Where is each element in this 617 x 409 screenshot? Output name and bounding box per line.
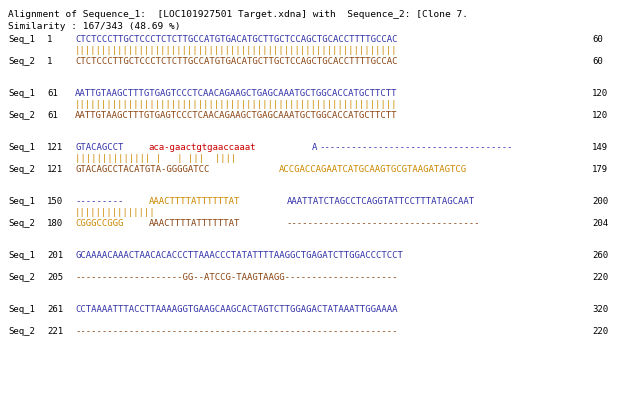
Text: 180: 180 (47, 219, 63, 228)
Text: Seq_1: Seq_1 (8, 89, 35, 98)
Text: Seq_2: Seq_2 (8, 57, 35, 66)
Text: Seq_1: Seq_1 (8, 251, 35, 260)
Text: Seq_2: Seq_2 (8, 111, 35, 120)
Text: 261: 261 (47, 305, 63, 314)
Text: 149: 149 (592, 143, 608, 152)
Text: AAACTTTTATTTTTTAT: AAACTTTTATTTTTTAT (148, 197, 240, 206)
Text: AAACTTTTATTTTTTAT: AAACTTTTATTTTTTAT (148, 219, 240, 228)
Text: GTACAGCCTACATGTA-GGGGATCC: GTACAGCCTACATGTA-GGGGATCC (75, 165, 209, 174)
Text: 120: 120 (592, 89, 608, 98)
Text: 205: 205 (47, 273, 63, 282)
Text: 61: 61 (47, 111, 58, 120)
Text: Alignment of Sequence_1:  [LOC101927501 Target.xdna] with  Sequence_2: [Clone 7.: Alignment of Sequence_1: [LOC101927501 T… (8, 10, 468, 19)
Text: CTCTCCCTTGCTCCCTCTCTTGCCATGTGACATGCTTGCTCCAGCTGCACCTTTTGCCAC: CTCTCCCTTGCTCCCTCTCTTGCCATGTGACATGCTTGCT… (75, 57, 397, 66)
Text: AATTGTAAGCTTTGTGAGTCCCTCAACAGAAGCTGAGCAAATGCTGGCACCATGCTTCTT: AATTGTAAGCTTTGTGAGTCCCTCAACAGAAGCTGAGCAA… (75, 111, 397, 120)
Text: GTACAGCCT: GTACAGCCT (75, 143, 123, 152)
Text: Seq_1: Seq_1 (8, 35, 35, 44)
Text: --------------------GG--ATCCG-TAAGTAAGG---------------------: --------------------GG--ATCCG-TAAGTAAGG-… (75, 273, 397, 282)
Text: AAATTATCTAGCCTCAGGTATTCCTTTATAGCAAT: AAATTATCTAGCCTCAGGTATTCCTTTATAGCAAT (287, 197, 475, 206)
Text: CGGGCCGGG: CGGGCCGGG (75, 219, 123, 228)
Text: Seq_2: Seq_2 (8, 273, 35, 282)
Text: 179: 179 (592, 165, 608, 174)
Text: 121: 121 (47, 143, 63, 152)
Text: A: A (312, 143, 317, 152)
Text: Seq_1: Seq_1 (8, 305, 35, 314)
Text: Seq_1: Seq_1 (8, 197, 35, 206)
Text: |||||||||||||||: ||||||||||||||| (75, 208, 155, 217)
Text: Similarity : 167/343 (48.69 %): Similarity : 167/343 (48.69 %) (8, 22, 181, 31)
Text: ------------------------------------: ------------------------------------ (320, 143, 513, 152)
Text: 260: 260 (592, 251, 608, 260)
Text: ACCGACCAGAATCATGCAAGTGCGTAAGATAGTCG: ACCGACCAGAATCATGCAAGTGCGTAAGATAGTCG (279, 165, 467, 174)
Text: 201: 201 (47, 251, 63, 260)
Text: GCAAAACAAACTAACACACCCTTAAACCCTATATTTTAAGGCTGAGATCTTGGACCCTCCT: GCAAAACAAACTAACACACCCTTAAACCCTATATTTTAAG… (75, 251, 403, 260)
Text: 1: 1 (47, 57, 52, 66)
Text: 121: 121 (47, 165, 63, 174)
Text: CCTAAAATTTACCTTAAAAGGTGAAGCAAGCACTAGTCTTGGAGACTATAAATTGGAAAA: CCTAAAATTTACCTTAAAAGGTGAAGCAAGCACTAGTCTT… (75, 305, 397, 314)
Text: 220: 220 (592, 327, 608, 336)
Text: ------------------------------------------------------------: ----------------------------------------… (75, 327, 397, 336)
Text: Seq_1: Seq_1 (8, 143, 35, 152)
Text: Seq_2: Seq_2 (8, 219, 35, 228)
Text: 60: 60 (592, 57, 603, 66)
Text: ||||||||||||||||||||||||||||||||||||||||||||||||||||||||||||: ||||||||||||||||||||||||||||||||||||||||… (75, 100, 397, 109)
Text: 220: 220 (592, 273, 608, 282)
Text: 61: 61 (47, 89, 58, 98)
Text: ||||||||||||||||||||||||||||||||||||||||||||||||||||||||||||: ||||||||||||||||||||||||||||||||||||||||… (75, 46, 397, 55)
Text: 221: 221 (47, 327, 63, 336)
Text: 60: 60 (592, 35, 603, 44)
Text: 1: 1 (47, 35, 52, 44)
Text: 120: 120 (592, 111, 608, 120)
Text: 200: 200 (592, 197, 608, 206)
Text: ------------------------------------: ------------------------------------ (287, 219, 481, 228)
Text: 150: 150 (47, 197, 63, 206)
Text: 320: 320 (592, 305, 608, 314)
Text: 204: 204 (592, 219, 608, 228)
Text: ---------: --------- (75, 197, 123, 206)
Text: Seq_2: Seq_2 (8, 165, 35, 174)
Text: |||||||||||||| |   | |||  ||||: |||||||||||||| | | ||| |||| (75, 154, 236, 163)
Text: Seq_2: Seq_2 (8, 327, 35, 336)
Text: AATTGTAAGCTTTGTGAGTCCCTCAACAGAAGCTGAGCAAATGCTGGCACCATGCTTCTT: AATTGTAAGCTTTGTGAGTCCCTCAACAGAAGCTGAGCAA… (75, 89, 397, 98)
Text: aca-gaactgtgaaccaaat: aca-gaactgtgaaccaaat (148, 143, 256, 152)
Text: CTCTCCCTTGCTCCCTCTCTTGCCATGTGACATGCTTGCTCCAGCTGCACCTTTTGCCAC: CTCTCCCTTGCTCCCTCTCTTGCCATGTGACATGCTTGCT… (75, 35, 397, 44)
